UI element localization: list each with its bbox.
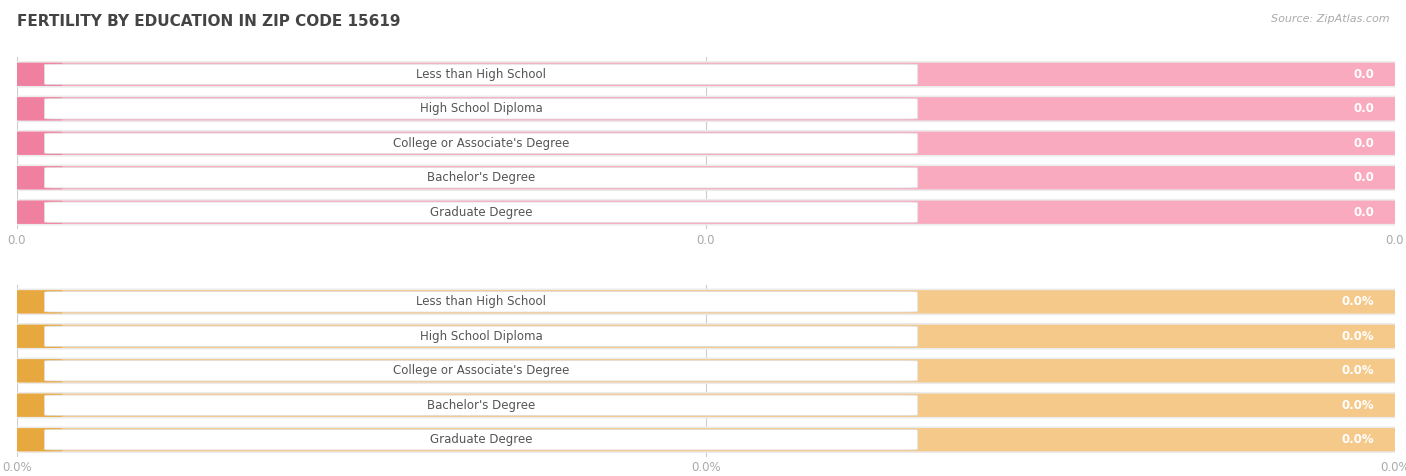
FancyBboxPatch shape [45, 361, 918, 381]
Text: Bachelor's Degree: Bachelor's Degree [427, 171, 536, 184]
FancyBboxPatch shape [45, 326, 918, 347]
Text: 0.0: 0.0 [1353, 171, 1374, 184]
FancyBboxPatch shape [15, 97, 62, 120]
FancyBboxPatch shape [13, 394, 1399, 417]
FancyBboxPatch shape [13, 288, 1399, 315]
FancyBboxPatch shape [15, 166, 62, 189]
Text: High School Diploma: High School Diploma [420, 330, 543, 343]
FancyBboxPatch shape [13, 359, 1399, 382]
Text: 0.0: 0.0 [1353, 206, 1374, 219]
Text: 0.0: 0.0 [1353, 68, 1374, 81]
FancyBboxPatch shape [13, 323, 1399, 349]
Text: Less than High School: Less than High School [416, 68, 546, 81]
Text: College or Associate's Degree: College or Associate's Degree [392, 137, 569, 150]
Text: High School Diploma: High School Diploma [420, 102, 543, 115]
FancyBboxPatch shape [15, 359, 62, 382]
FancyBboxPatch shape [13, 97, 1399, 120]
FancyBboxPatch shape [13, 325, 1399, 348]
Text: 0.0%: 0.0% [1341, 399, 1374, 412]
FancyBboxPatch shape [13, 61, 1399, 88]
FancyBboxPatch shape [13, 200, 1399, 224]
FancyBboxPatch shape [13, 290, 1399, 314]
FancyBboxPatch shape [45, 168, 918, 188]
Text: Graduate Degree: Graduate Degree [430, 206, 533, 219]
Text: 0.0%: 0.0% [1341, 433, 1374, 446]
Text: 0.0: 0.0 [1353, 102, 1374, 115]
Text: FERTILITY BY EDUCATION IN ZIP CODE 15619: FERTILITY BY EDUCATION IN ZIP CODE 15619 [17, 14, 401, 30]
FancyBboxPatch shape [15, 201, 62, 224]
Text: 0.0%: 0.0% [1341, 295, 1374, 308]
FancyBboxPatch shape [13, 165, 1399, 191]
FancyBboxPatch shape [45, 99, 918, 119]
FancyBboxPatch shape [45, 429, 918, 450]
FancyBboxPatch shape [45, 395, 918, 416]
FancyBboxPatch shape [45, 202, 918, 222]
FancyBboxPatch shape [13, 63, 1399, 86]
FancyBboxPatch shape [13, 132, 1399, 155]
FancyBboxPatch shape [15, 394, 62, 417]
FancyBboxPatch shape [15, 63, 62, 86]
Text: Graduate Degree: Graduate Degree [430, 433, 533, 446]
FancyBboxPatch shape [13, 199, 1399, 226]
FancyBboxPatch shape [45, 64, 918, 85]
Text: Bachelor's Degree: Bachelor's Degree [427, 399, 536, 412]
Text: Source: ZipAtlas.com: Source: ZipAtlas.com [1271, 14, 1389, 24]
FancyBboxPatch shape [13, 392, 1399, 418]
FancyBboxPatch shape [15, 132, 62, 155]
FancyBboxPatch shape [13, 357, 1399, 384]
FancyBboxPatch shape [13, 130, 1399, 157]
Text: Less than High School: Less than High School [416, 295, 546, 308]
FancyBboxPatch shape [13, 428, 1399, 451]
FancyBboxPatch shape [15, 428, 62, 451]
FancyBboxPatch shape [45, 292, 918, 312]
FancyBboxPatch shape [13, 426, 1399, 453]
FancyBboxPatch shape [15, 325, 62, 348]
FancyBboxPatch shape [45, 133, 918, 153]
Text: 0.0%: 0.0% [1341, 364, 1374, 377]
FancyBboxPatch shape [15, 290, 62, 313]
Text: 0.0: 0.0 [1353, 137, 1374, 150]
FancyBboxPatch shape [13, 166, 1399, 189]
FancyBboxPatch shape [13, 96, 1399, 122]
Text: 0.0%: 0.0% [1341, 330, 1374, 343]
Text: College or Associate's Degree: College or Associate's Degree [392, 364, 569, 377]
